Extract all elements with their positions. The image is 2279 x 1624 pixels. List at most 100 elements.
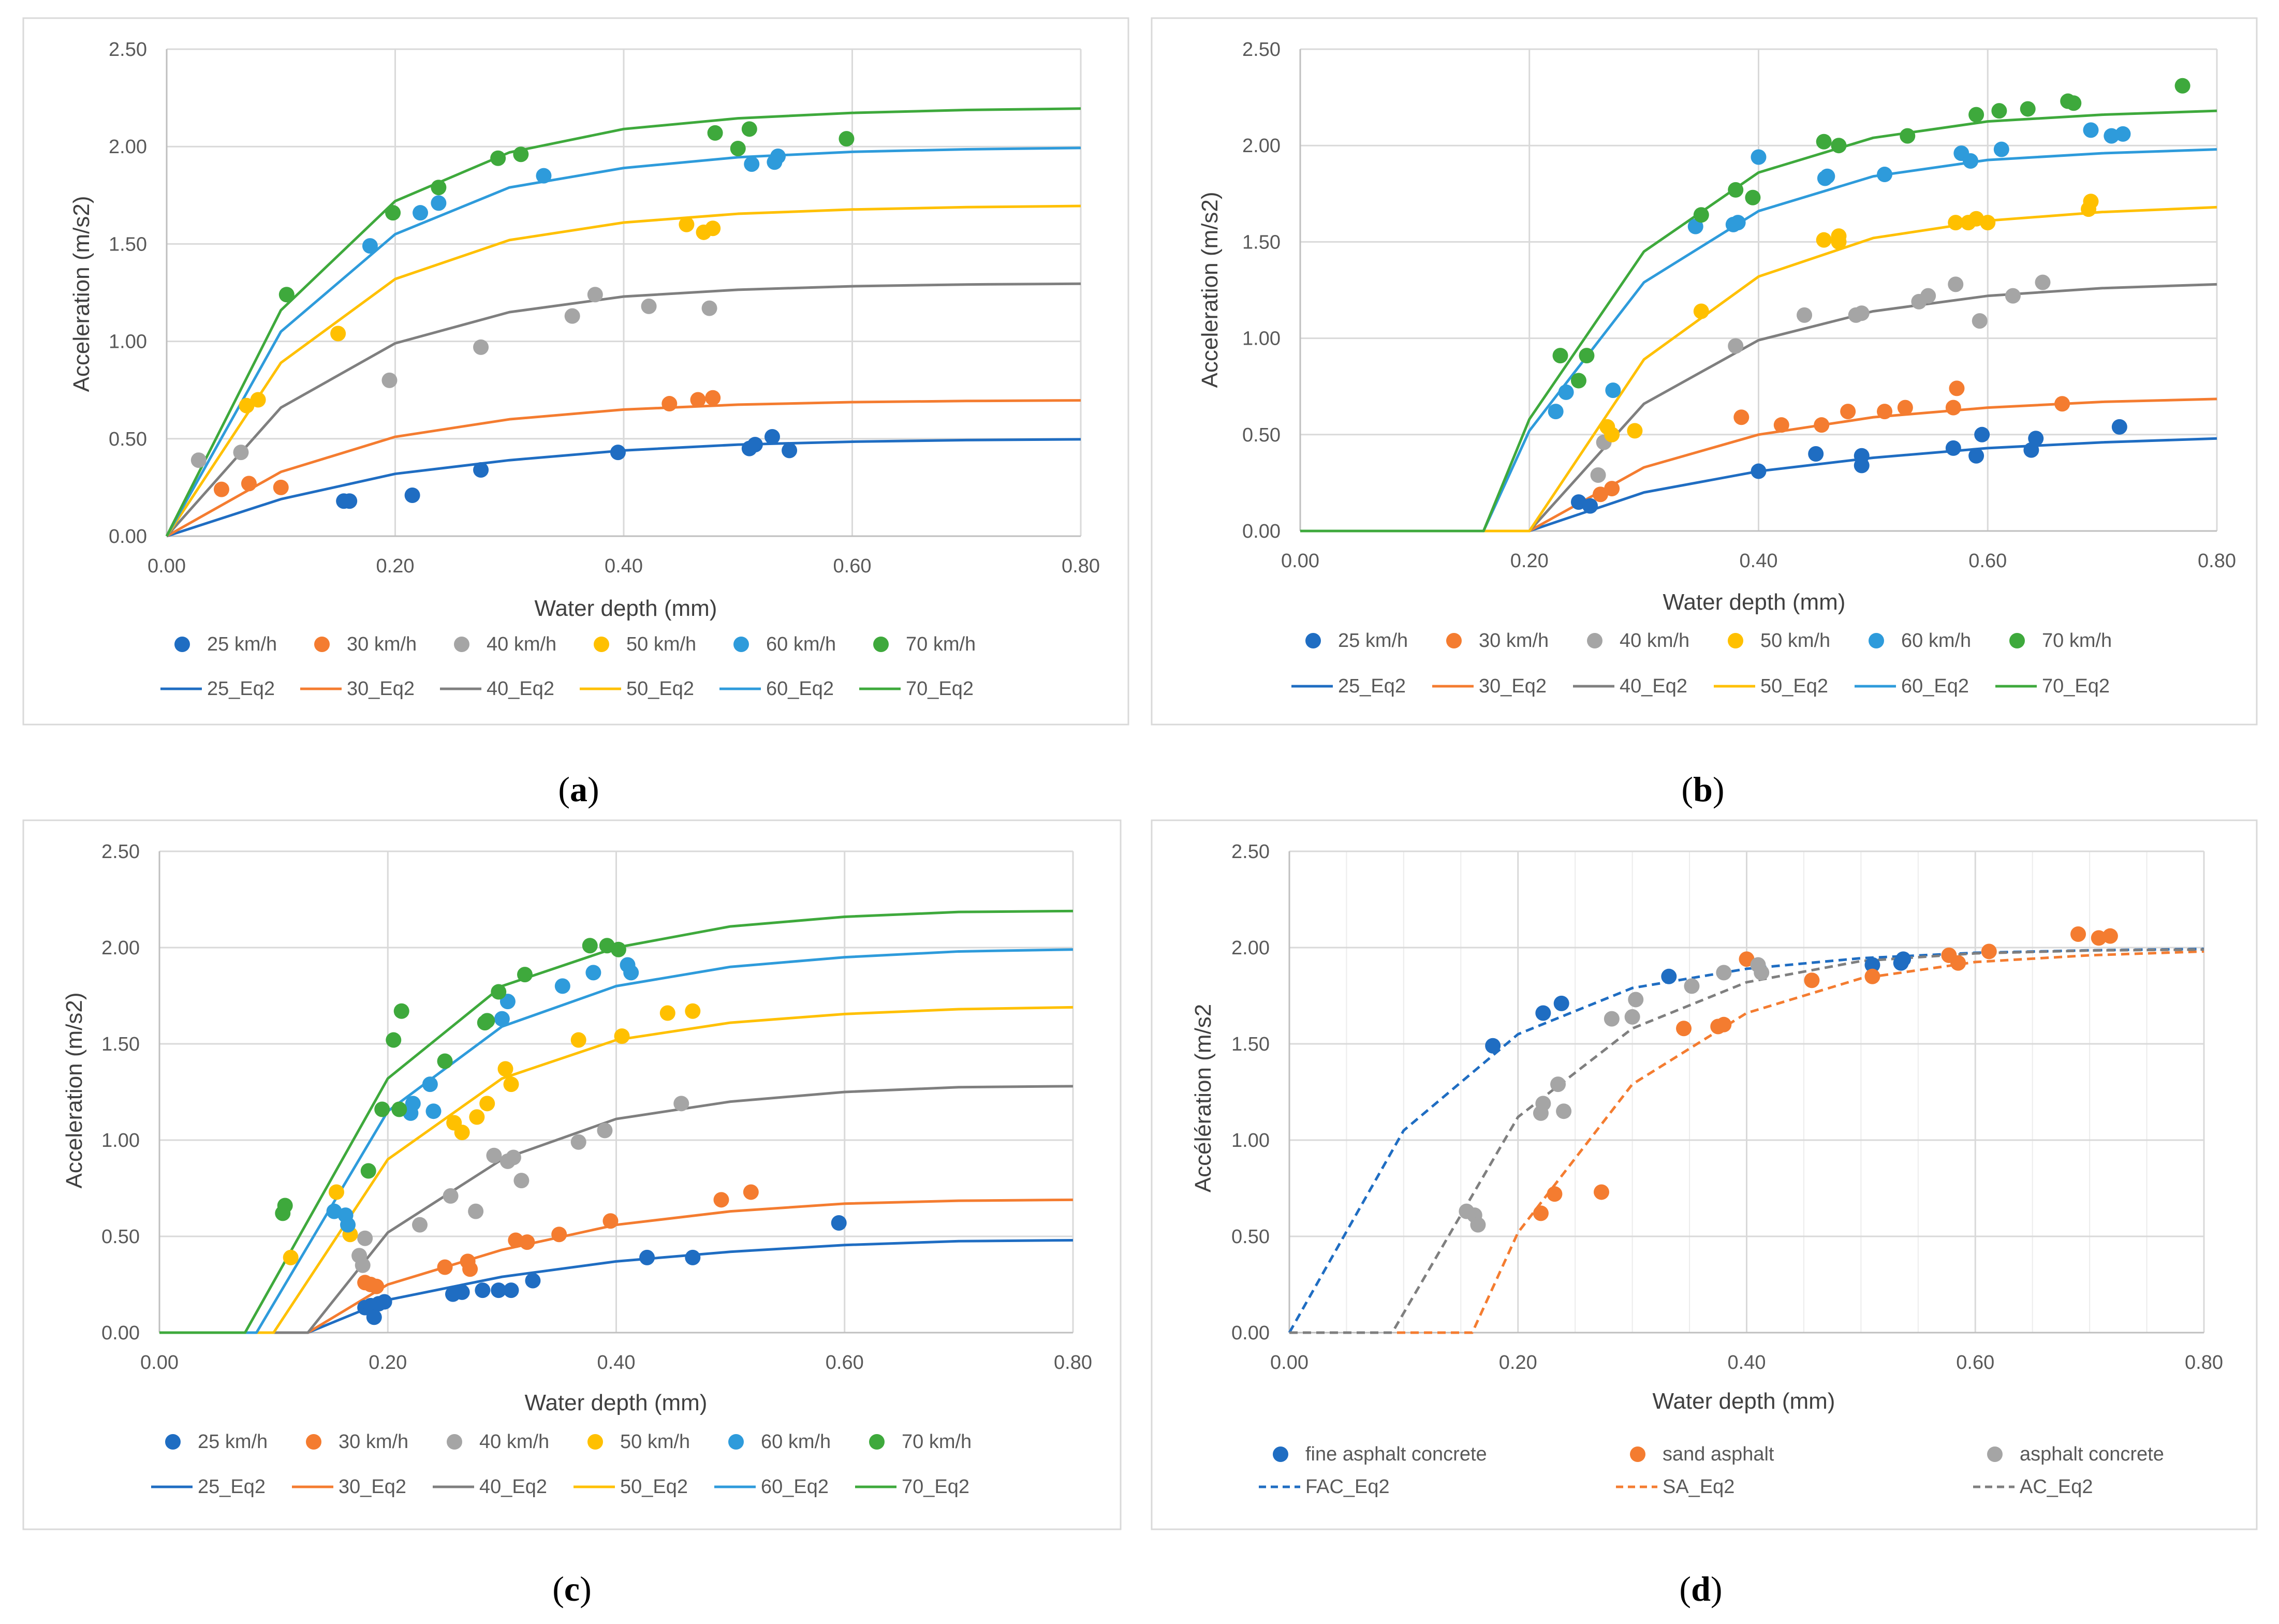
chart-b-legend-label: 60 km/h — [1901, 630, 1971, 652]
chart-a-y-tick-label: 2.50 — [109, 39, 147, 61]
chart-c-data-point — [499, 994, 516, 1010]
chart-a-data-point — [536, 168, 552, 184]
chart-d-data-point — [1676, 1021, 1692, 1037]
chart-d-data-point — [1470, 1217, 1486, 1233]
chart-c-series-40-km-h — [351, 1096, 689, 1273]
chart-a-series-50-km-h — [239, 216, 721, 414]
chart-b-data-point — [1963, 153, 1979, 169]
chart-b-data-point — [2104, 128, 2120, 144]
chart-a-series-60-km-h — [362, 149, 786, 254]
chart-b-data-point — [1582, 498, 1598, 514]
chart-b-data-point — [2115, 126, 2131, 142]
chart-a-series-70-km-h — [278, 121, 855, 303]
chart-c-data-point — [277, 1198, 293, 1214]
chart-b-data-point — [1968, 107, 1984, 123]
chart-b-data-point — [2083, 194, 2099, 210]
chart-b-data-point — [1590, 467, 1606, 483]
chart-c-y-tick-label: 0.50 — [101, 1226, 140, 1248]
chart-c-plot: 0.00 0.50 1.00 1.50 2.00 2.50 0.00 0.20 0.40 0.60… — [101, 841, 1092, 1374]
chart-b-series-40-km-h — [1590, 274, 2051, 483]
chart-b-legend-marker — [1728, 633, 1743, 648]
chart-b-data-point — [1968, 448, 1984, 464]
chart-b-x-tick-label: 0.00 — [1281, 550, 1319, 572]
chart-c-x-tick-label: 0.40 — [597, 1352, 636, 1374]
chart-b-data-point — [1797, 307, 1813, 323]
chart-b-data-point — [1730, 215, 1746, 231]
chart-a-y-tick-label: 2.00 — [109, 136, 147, 158]
chart-c-data-point — [475, 1282, 491, 1298]
chart-c-data-point — [340, 1217, 356, 1233]
chart-a-y-tick-label: 0.00 — [109, 526, 147, 548]
chart-d-line-ac-eq2 — [1289, 948, 2204, 1334]
chart-c-data-point — [602, 1213, 619, 1229]
chart-b-x-tick-label: 0.60 — [1968, 550, 2007, 572]
chart-b-legend-line-label: 60_Eq2 — [1901, 675, 1969, 697]
chart-d-legend-line-label: SA_Eq2 — [1663, 1476, 1734, 1498]
chart-a-data-point — [770, 149, 786, 165]
chart-a-y-tick-label: 1.50 — [109, 233, 147, 255]
chart-d-legend-line-label: FAC_Eq2 — [1305, 1476, 1390, 1498]
chart-d-y-tick-label: 0.00 — [1231, 1322, 1270, 1344]
chart-c-data-point — [479, 1096, 495, 1112]
chart-a-data-point — [705, 220, 721, 237]
chart-c-data-point — [551, 1227, 567, 1243]
chart-c-y-tick-label: 2.00 — [101, 937, 140, 959]
chart-c-data-point — [639, 1249, 655, 1265]
chart-b-data-point — [2054, 396, 2070, 412]
chart-d-data-point — [2091, 930, 2107, 946]
chart-c-x-tick-label: 0.80 — [1054, 1352, 1092, 1374]
chart-a-data-point — [342, 493, 358, 509]
chart-b-line-60-eq2 — [1300, 148, 2217, 533]
chart-c-y-tick-label: 0.00 — [101, 1322, 140, 1344]
chart-c-data-point — [355, 1257, 371, 1273]
chart-b-series-50-km-h — [1599, 194, 2099, 442]
chart-d-y-tick-label: 0.50 — [1231, 1226, 1270, 1248]
chart-a-data-point — [381, 372, 398, 388]
chart-b-legend-line-label: 70_Eq2 — [2042, 675, 2110, 697]
chart-c-data-point — [374, 1101, 390, 1117]
chart-a-y-axis-title: Acceleration (m/s2) — [69, 196, 94, 392]
chart-a-data-point — [241, 476, 257, 492]
chart-a-data-point — [690, 392, 706, 408]
chart-b-x-tick-label: 0.80 — [2198, 550, 2236, 572]
chart-b-data-point — [2035, 274, 2051, 290]
chart-c-x-tick-label: 0.00 — [140, 1352, 179, 1374]
chart-c-data-point — [491, 984, 507, 1000]
chart-c-series-70-km-h — [275, 938, 626, 1221]
chart-b-data-point — [1570, 373, 1586, 389]
chart-c-data-point — [673, 1096, 689, 1112]
chart-b-data-point — [1593, 486, 1608, 503]
chart-a-data-point — [250, 392, 266, 408]
chart-c-data-point — [685, 1003, 701, 1019]
chart-c-legend-marker — [728, 1434, 744, 1450]
chart-d-data-point — [1684, 978, 1700, 994]
chart-a-x-tick-label: 0.20 — [376, 555, 415, 577]
chart-a-data-point — [641, 298, 657, 314]
chart-a-data-point — [473, 462, 489, 478]
chart-a-data-point — [587, 287, 603, 303]
chart-d-x-tick-label: 0.20 — [1499, 1352, 1537, 1374]
chart-b-y-axis-title: Acceleration (m/s2) — [1197, 191, 1223, 388]
chart-c-y-tick-label: 2.50 — [101, 841, 140, 863]
chart-b-data-point — [1945, 400, 1961, 416]
chart-a-legend-label: 25 km/h — [207, 633, 277, 655]
chart-a-data-point — [513, 146, 529, 163]
chart-d-plot: 0.00 0.50 1.00 1.50 2.00 2.50 0.00 0.20 0.40 0.60… — [1231, 841, 2223, 1374]
chart-d-frame — [1151, 819, 2258, 1530]
chart-b-data-point — [1854, 305, 1870, 321]
chart-b-panel-label: (b) — [1681, 770, 1724, 809]
chart-b-legend: 25 km/h 30 km/h 40 km/h 50 km/h 60 km/h 70 km… — [1291, 630, 2112, 697]
chart-b-series-60-km-h — [1548, 122, 2131, 420]
chart-a-data-point — [564, 308, 580, 324]
chart-b-data-point — [2028, 431, 2044, 447]
chart-a-data-point — [764, 429, 780, 445]
chart-c-data-point — [623, 965, 639, 981]
chart-a-frame — [22, 17, 1129, 726]
chart-d-y-tick-label: 1.50 — [1231, 1034, 1270, 1055]
chart-a-data-point — [273, 479, 289, 495]
chart-b-data-point — [1819, 168, 1835, 184]
chart-a-series-25-km-h — [336, 429, 798, 509]
chart-c-data-point — [486, 1147, 502, 1163]
chart-a-legend-label: 70 km/h — [906, 633, 976, 655]
